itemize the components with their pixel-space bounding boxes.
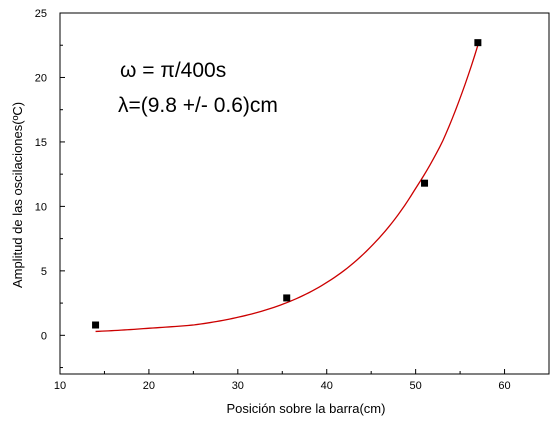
y-tick-label: 10 bbox=[35, 201, 47, 213]
data-point bbox=[474, 39, 482, 47]
x-tick-label: 30 bbox=[232, 380, 244, 392]
data-point bbox=[421, 179, 429, 187]
data-points bbox=[92, 39, 482, 329]
y-axis-title: Amplitud de las oscilaciones(ºC) bbox=[10, 102, 25, 288]
x-tick-label: 40 bbox=[321, 380, 333, 392]
y-axis-ticks: 0 5 10 15 20 25 bbox=[35, 8, 65, 369]
x-tick-label: 20 bbox=[143, 380, 155, 392]
y-tick-label: 25 bbox=[35, 8, 47, 20]
x-tick-label: 50 bbox=[410, 380, 422, 392]
x-tick-label: 60 bbox=[498, 380, 510, 392]
x-axis-title: Posición sobre la barra(cm) bbox=[227, 401, 386, 416]
annotation-omega: ω = π/400s bbox=[120, 59, 226, 82]
y-tick-label: 5 bbox=[41, 266, 47, 278]
plot-frame bbox=[59, 12, 550, 375]
x-tick-label: 10 bbox=[54, 380, 66, 392]
data-point bbox=[283, 294, 291, 302]
annotation-lambda: λ=(9.8 +/- 0.6)cm bbox=[118, 94, 278, 117]
fit-curve bbox=[95, 45, 479, 333]
x-axis-ticks: 10 20 30 40 50 60 bbox=[54, 369, 511, 392]
y-tick-label: 15 bbox=[35, 137, 47, 149]
data-point bbox=[92, 321, 100, 329]
y-tick-label: 0 bbox=[41, 330, 47, 342]
y-tick-label: 20 bbox=[35, 72, 47, 84]
